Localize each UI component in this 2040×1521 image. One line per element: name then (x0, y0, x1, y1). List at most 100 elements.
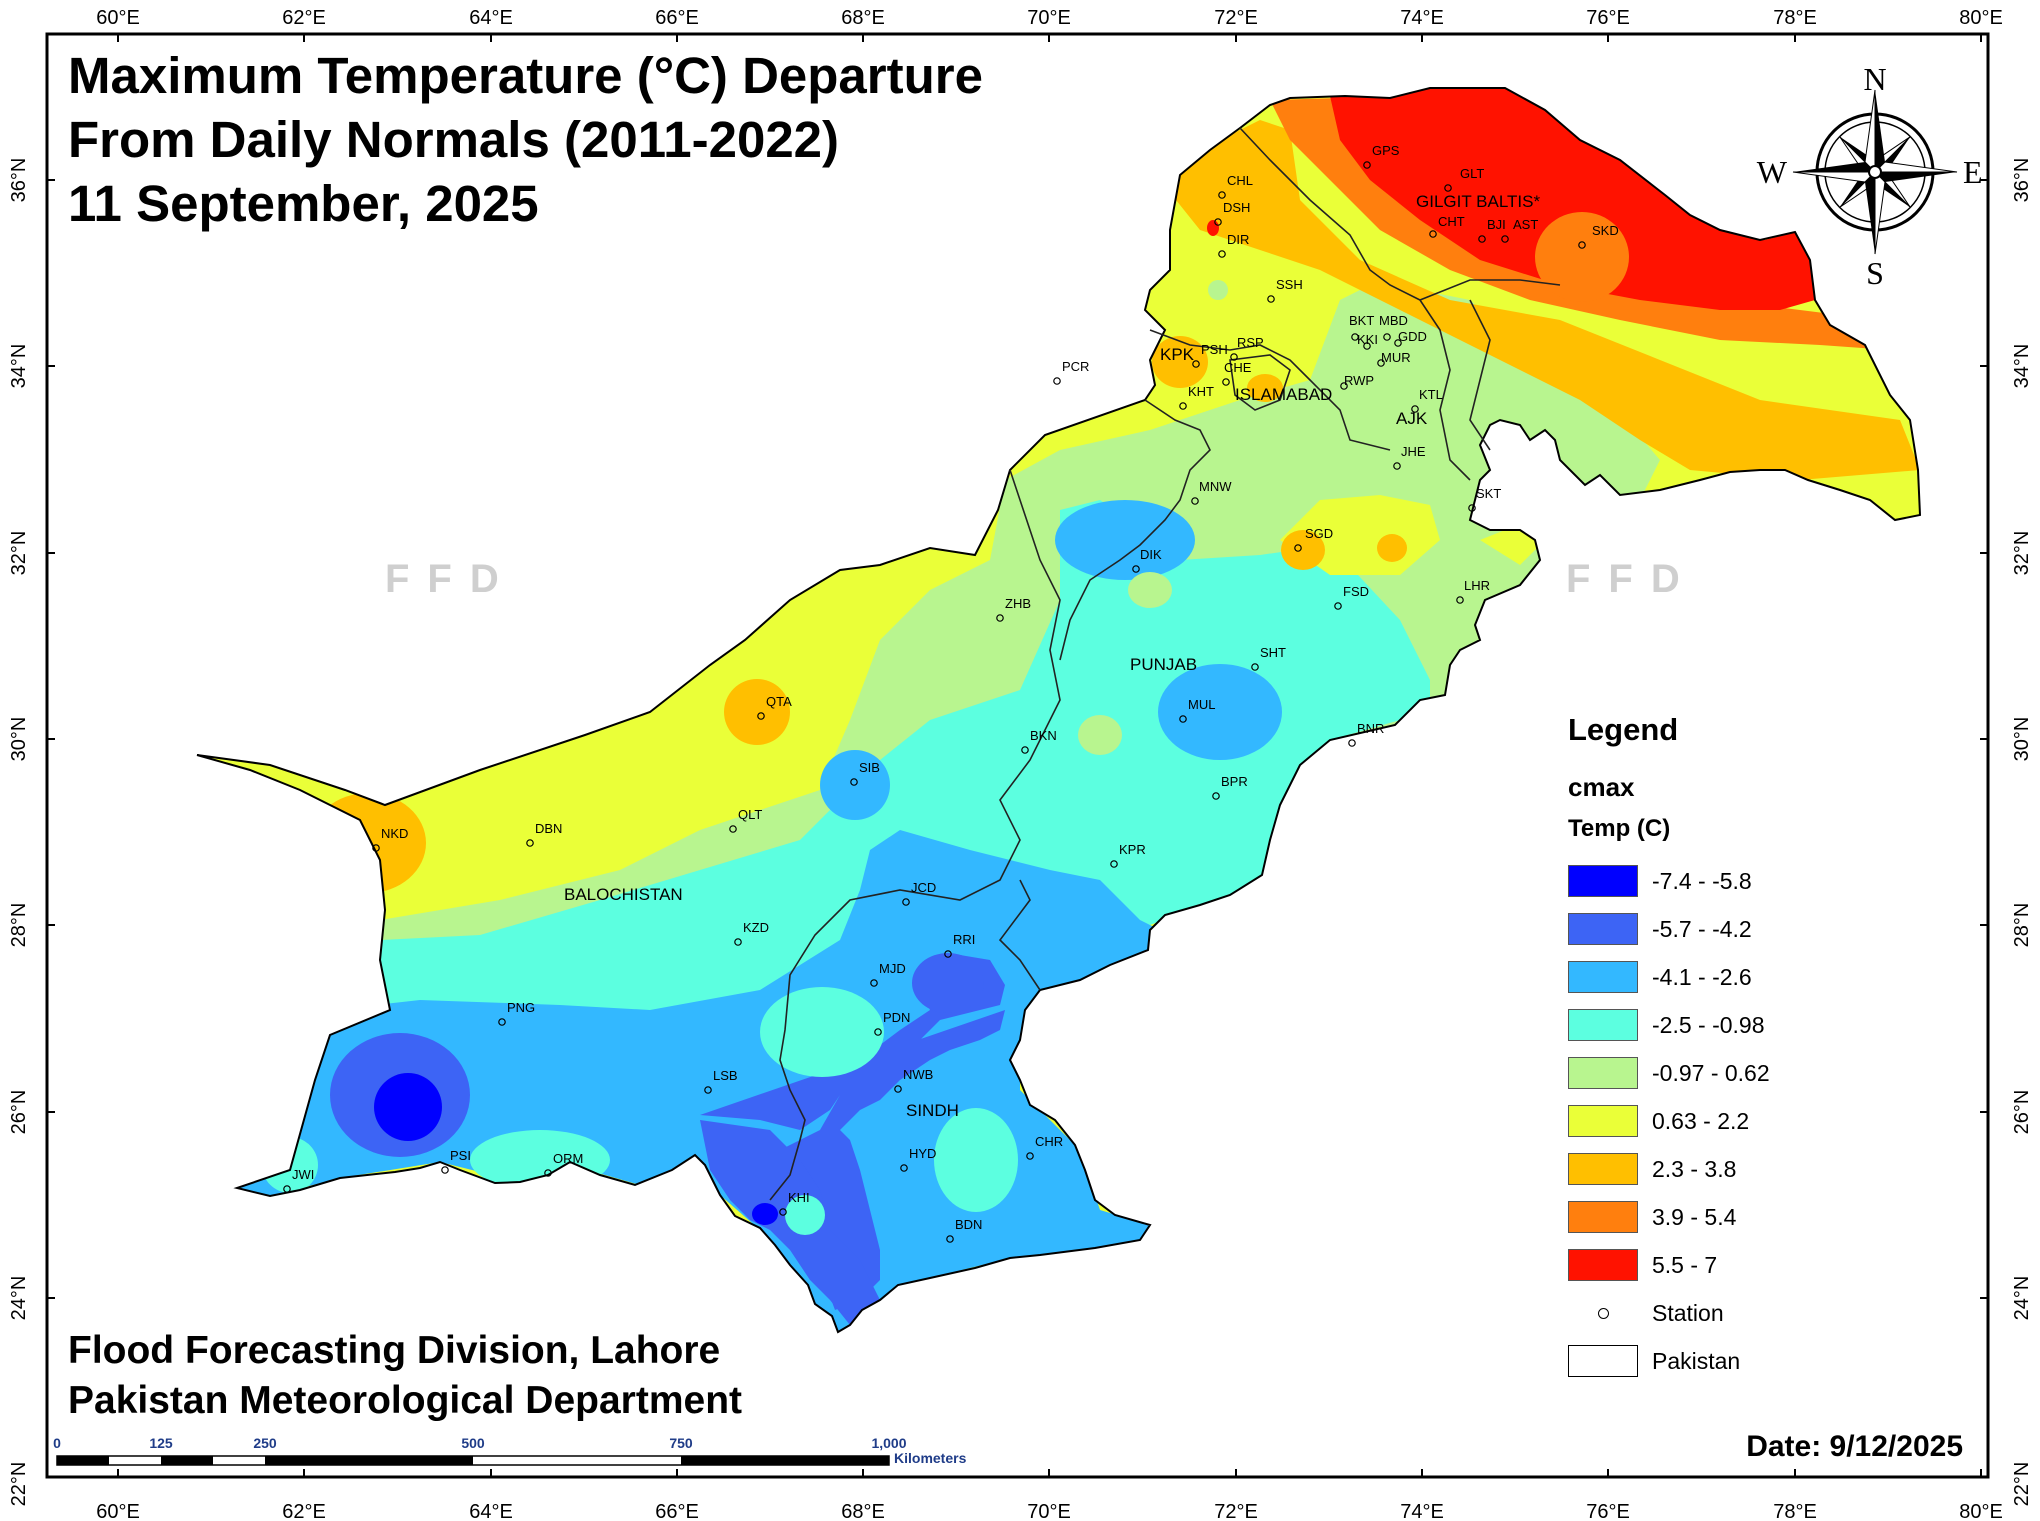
scale-tick-750: 750 (669, 1435, 693, 1451)
zone-blue-sindh (700, 955, 1005, 1310)
legend-class-row: -0.97 - 0.62 (1568, 1049, 1828, 1097)
lon-tick-top: 60°E (96, 7, 140, 29)
station-marker (1393, 462, 1401, 470)
lat-tick-right: 34°N (2011, 344, 2033, 389)
zone-amber-sgd2 (1377, 534, 1407, 562)
station-label-nkd: NKD (381, 826, 408, 841)
lat-tick-left: 26°N (8, 1090, 30, 1135)
legend-class-row: -7.4 - -5.8 (1568, 857, 1828, 905)
station-label-qta: QTA (766, 694, 792, 709)
lon-tick-bottom: 62°E (282, 1501, 326, 1521)
station-marker (734, 938, 742, 946)
compass-e: E (1963, 154, 1983, 190)
station-marker (1214, 218, 1222, 226)
zone-green-chl (1208, 280, 1228, 300)
station-marker (779, 1208, 787, 1216)
compass-n: N (1863, 61, 1886, 97)
legend-class-label: -5.7 - -4.2 (1652, 915, 1752, 942)
zone-cyan (380, 500, 1430, 1060)
station-label-ssh: SSH (1276, 277, 1303, 292)
lon-tick-bottom: 74°E (1400, 1501, 1444, 1521)
station-marker (1251, 663, 1259, 671)
station-marker (1501, 235, 1509, 243)
province-borders (769, 127, 1561, 1201)
date-label: Date: 9/12/2025 (1746, 1430, 1963, 1463)
region-label-sindh: SINDH (906, 1101, 959, 1120)
station-marker (894, 1085, 902, 1093)
legend-class-row: -2.5 - -0.98 (1568, 1001, 1828, 1049)
lon-tick-bottom: 68°E (841, 1501, 885, 1521)
station-label-kpr: KPR (1119, 842, 1146, 857)
station-label-bpr: BPR (1221, 774, 1248, 789)
station-label-sgd: SGD (1305, 526, 1333, 541)
station-label-mur: MUR (1381, 350, 1411, 365)
zone-amber-kpk (1152, 336, 1208, 388)
station-label-qlt: QLT (738, 807, 762, 822)
lat-tick-right: 30°N (2011, 717, 2033, 762)
station-label-hyd: HYD (909, 1146, 936, 1161)
station-label-khi: KHI (788, 1190, 810, 1205)
lat-tick-left: 36°N (8, 158, 30, 203)
zone-amber-sgd (1281, 530, 1325, 570)
legend-field: cmax (1568, 772, 1635, 802)
credit-line-2: Pakistan Meteorological Department (68, 1379, 743, 1422)
lon-tick-top: 80°E (1959, 7, 2003, 29)
station-marker (1294, 544, 1302, 552)
legend-class-label: 2.3 - 3.8 (1652, 1155, 1737, 1182)
watermark-left: FFD (385, 557, 517, 601)
lat-tick-left: 24°N (8, 1276, 30, 1321)
legend-class-row: -5.7 - -4.2 (1568, 905, 1828, 953)
station-label-jwi: JWI (292, 1167, 314, 1182)
station-marker (1383, 333, 1391, 341)
legend-swatch (1568, 913, 1638, 945)
legend-class-label: 5.5 - 7 (1652, 1251, 1718, 1278)
station-label-jhe: JHE (1401, 444, 1426, 459)
station-marker (1191, 497, 1199, 505)
station-marker (1053, 377, 1061, 385)
lat-tick-left: 34°N (8, 344, 30, 389)
region-label-punjab: PUNJAB (1130, 655, 1197, 674)
station-symbol-icon (1568, 1307, 1638, 1319)
station-marker (544, 1169, 552, 1177)
lat-tick-left: 28°N (8, 903, 30, 948)
title-line-3: 11 September, 2025 (68, 175, 539, 232)
legend-station-row: Station (1568, 1289, 1828, 1337)
zone-amber-north (1160, 120, 1920, 480)
station-marker (874, 1028, 882, 1036)
legend-swatch (1568, 1057, 1638, 1089)
station-label-bkn: BKN (1030, 728, 1057, 743)
station-marker (1230, 353, 1238, 361)
station-label-kki: KKI (1357, 332, 1378, 347)
station-label-gdd: GDD (1398, 329, 1427, 344)
lat-tick-left: 30°N (8, 717, 30, 762)
legend-class-row: 5.5 - 7 (1568, 1241, 1828, 1289)
station-label-dik: DIK (1140, 547, 1162, 562)
station-label-rri: RRI (953, 932, 975, 947)
lon-tick-bottom: 70°E (1027, 1501, 1071, 1521)
lon-tick-bottom: 60°E (96, 1501, 140, 1521)
legend-subtitle: Temp (C) (1568, 815, 1671, 842)
zone-green (380, 280, 1660, 1030)
station-marker (526, 839, 534, 847)
station-label-skd: SKD (1592, 223, 1619, 238)
station-marker (1179, 402, 1187, 410)
zone-blue-rri (912, 953, 984, 1013)
compass-s: S (1866, 255, 1884, 291)
station-marker (1394, 339, 1402, 347)
lon-tick-top: 64°E (469, 7, 513, 29)
lat-tick-right: 32°N (2011, 531, 2033, 576)
zone-red-dsh (1207, 220, 1219, 236)
lon-tick-bottom: 72°E (1214, 1501, 1258, 1521)
station-label-psi: PSI (450, 1148, 471, 1163)
lon-tick-top: 78°E (1773, 7, 1817, 29)
legend-boundary-row: Pakistan (1568, 1337, 1828, 1385)
station-label-skt: SKT (1476, 486, 1501, 501)
station-marker (996, 614, 1004, 622)
lat-tick-left: 32°N (8, 531, 30, 576)
lon-tick-top: 68°E (841, 7, 885, 29)
station-marker (902, 898, 910, 906)
legend-swatch (1568, 1201, 1638, 1233)
title-line-2: From Daily Normals (2011-2022) (68, 111, 840, 168)
station-marker (1267, 295, 1275, 303)
